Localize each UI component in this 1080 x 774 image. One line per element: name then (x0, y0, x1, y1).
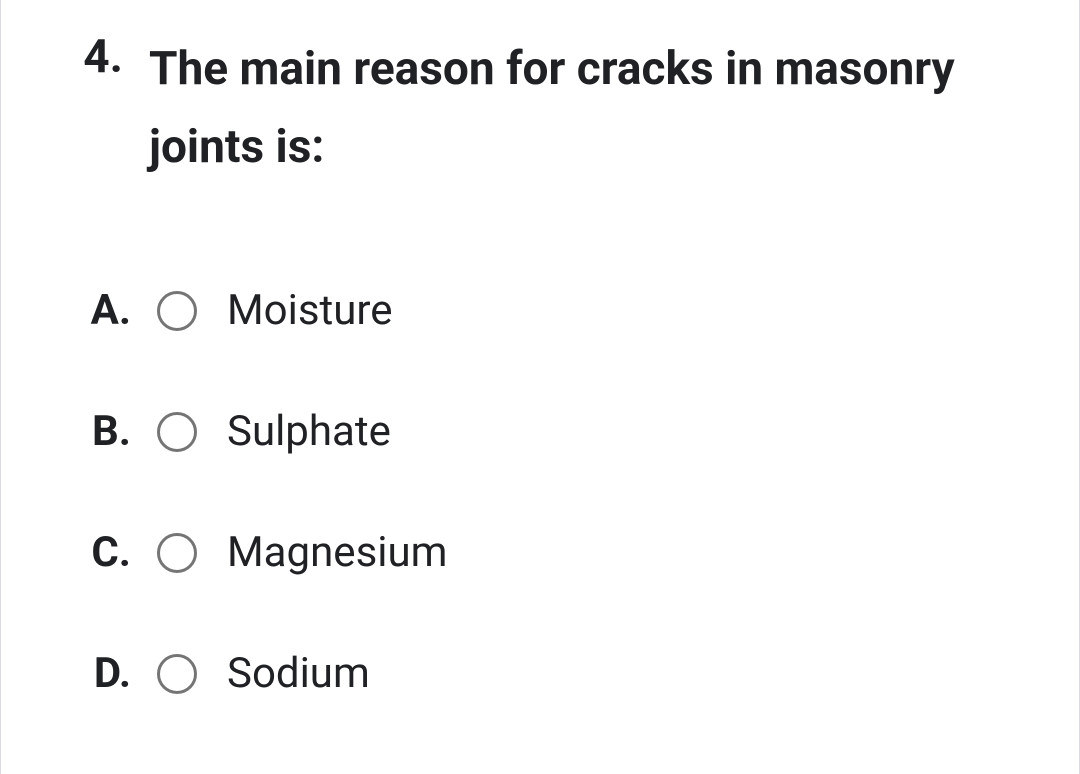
options-list: A. Moisture B. Sulphate C. Magnesium D. … (61, 286, 1019, 698)
question-text: The main reason for cracks in masonry jo… (131, 30, 1019, 186)
option-label: Moisture (227, 286, 393, 335)
radio-option-b[interactable] (157, 412, 197, 452)
option-label: Sodium (227, 649, 370, 698)
option-letter: C. (61, 528, 131, 577)
option-letter: A. (61, 286, 131, 335)
option-letter: D. (61, 649, 131, 698)
option-label: Sulphate (227, 407, 391, 456)
radio-option-a[interactable] (157, 291, 197, 331)
question-number: 4. (61, 30, 131, 84)
option-a: A. Moisture (61, 286, 1019, 335)
option-b: B. Sulphate (61, 407, 1019, 456)
question-row: 4. The main reason for cracks in masonry… (61, 30, 1019, 186)
option-d: D. Sodium (61, 649, 1019, 698)
option-letter: B. (61, 407, 131, 456)
option-label: Magnesium (227, 528, 447, 577)
radio-option-d[interactable] (157, 654, 197, 694)
option-c: C. Magnesium (61, 528, 1019, 577)
radio-option-c[interactable] (157, 533, 197, 573)
